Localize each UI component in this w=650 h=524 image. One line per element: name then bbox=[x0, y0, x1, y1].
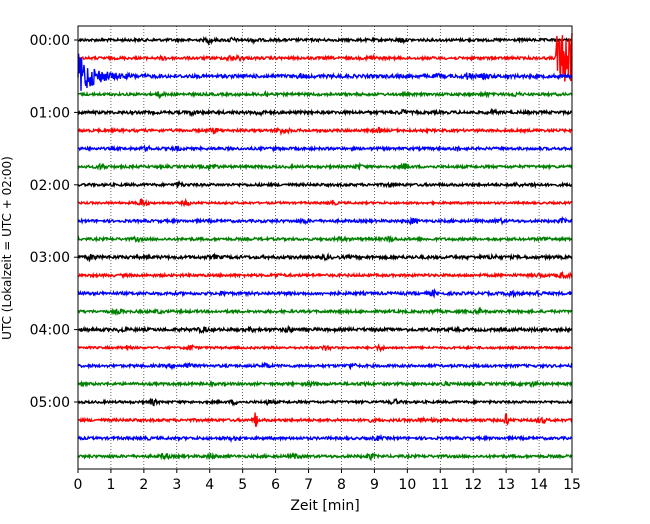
x-tick-label: 9 bbox=[370, 477, 379, 493]
traces bbox=[77, 33, 573, 462]
trace-01:15 bbox=[77, 126, 573, 137]
x-tick-label: 6 bbox=[271, 477, 280, 493]
x-tick-label: 15 bbox=[563, 477, 581, 493]
trace-05:15 bbox=[77, 412, 573, 427]
y-tick-label: 01:00 bbox=[30, 105, 70, 121]
y-tick-label: 05:00 bbox=[30, 395, 70, 411]
x-tick-label: 14 bbox=[530, 477, 548, 493]
y-tick-label: 03:00 bbox=[30, 250, 70, 266]
x-tick-label: 5 bbox=[238, 477, 247, 493]
plot-frame bbox=[77, 25, 573, 470]
trace-04:15 bbox=[78, 343, 573, 353]
trace-01:30 bbox=[77, 144, 573, 153]
x-tick-label: 11 bbox=[431, 477, 449, 493]
x-tick-label: 10 bbox=[398, 477, 416, 493]
trace-04:30 bbox=[77, 361, 573, 371]
y-tick-label: 04:00 bbox=[30, 323, 70, 339]
trace-02:30 bbox=[77, 215, 573, 226]
trace-02:45 bbox=[77, 234, 573, 244]
x-tick-label: 7 bbox=[304, 477, 313, 493]
x-axis-label: Zeit [min] bbox=[290, 498, 359, 514]
x-tick-label: 8 bbox=[337, 477, 346, 493]
trace-05:30 bbox=[77, 433, 573, 444]
trace-03:45 bbox=[77, 306, 573, 316]
x-tick-label: 4 bbox=[205, 477, 214, 493]
trace-03:15 bbox=[77, 270, 573, 280]
trace-00:45 bbox=[77, 90, 573, 100]
y-axis-label: UTC (Lokalzeit = UTC + 02:00) bbox=[0, 156, 14, 340]
x-tick-label: 13 bbox=[497, 477, 515, 493]
trace-00:30 bbox=[77, 53, 573, 91]
trace-00:15 bbox=[77, 33, 573, 82]
y-tick-label: 00:00 bbox=[30, 33, 70, 49]
x-tick-label: 0 bbox=[74, 477, 83, 493]
y-tick-label: 02:00 bbox=[30, 178, 70, 194]
trace-02:00 bbox=[77, 179, 573, 190]
x-tick-label: 3 bbox=[172, 477, 181, 493]
y-axis-ticks: 00:00 01:00 02:00 03:00 04:00 05:00 bbox=[30, 33, 78, 411]
trace-04:45 bbox=[77, 379, 573, 389]
x-axis-ticks: 0 1 2 3 4 5 6 7 8 9 10 11 12 13 14 15 bbox=[74, 469, 581, 493]
trace-02:15 bbox=[77, 197, 573, 208]
trace-01:45 bbox=[77, 161, 573, 172]
trace-00:00 bbox=[77, 35, 573, 46]
trace-03:00 bbox=[77, 252, 573, 263]
x-tick-label: 12 bbox=[464, 477, 482, 493]
trace-01:00 bbox=[77, 107, 573, 118]
x-tick-label: 1 bbox=[106, 477, 115, 493]
trace-05:45 bbox=[77, 452, 573, 462]
grid-lines bbox=[110, 26, 540, 469]
trace-03:30 bbox=[77, 287, 573, 299]
trace-04:00 bbox=[77, 324, 573, 335]
trace-05:00 bbox=[77, 397, 573, 407]
x-tick-label: 2 bbox=[139, 477, 148, 493]
